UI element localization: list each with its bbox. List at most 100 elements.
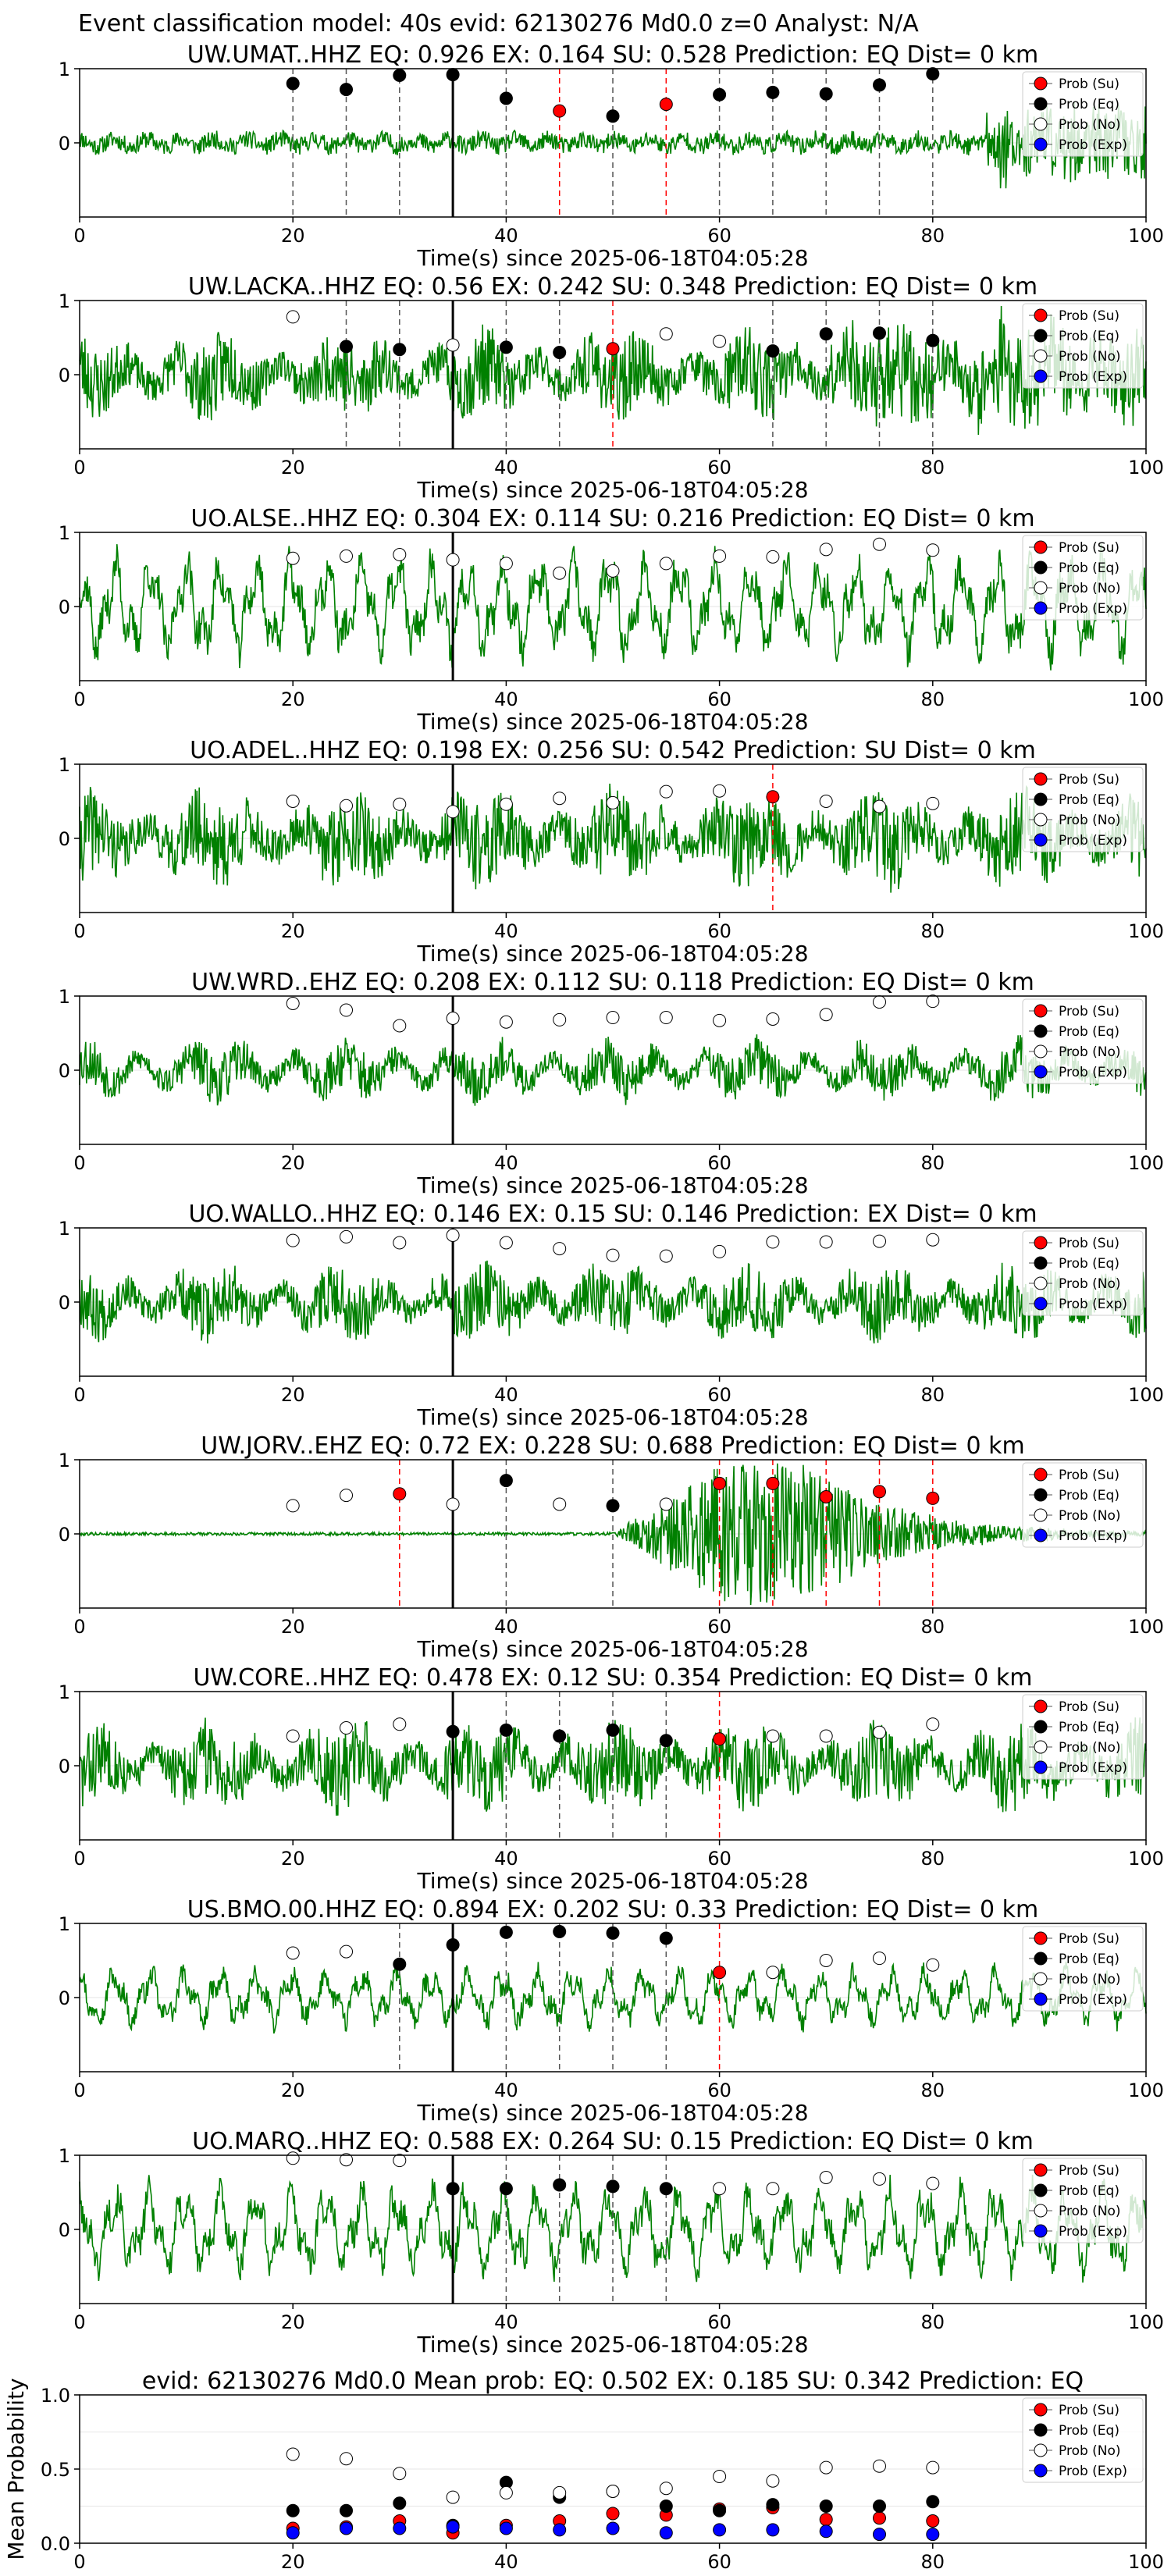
y-tick-label: 1.0 xyxy=(41,2385,70,2407)
prob-marker-eq xyxy=(606,1499,620,1513)
prob-marker-eq xyxy=(873,78,886,92)
prob-marker-no xyxy=(766,550,780,564)
panel-title: UO.ADEL..HHZ EQ: 0.198 EX: 0.256 SU: 0.5… xyxy=(190,737,1036,764)
prob-marker-no xyxy=(340,799,353,813)
legend-label: Prob (Exp) xyxy=(1059,1297,1127,1312)
prob-marker-no xyxy=(926,2176,940,2190)
x-tick-label: 60 xyxy=(707,1616,731,1638)
x-tick-label: 40 xyxy=(494,225,518,247)
x-tick-label: 80 xyxy=(921,688,945,710)
legend-marker xyxy=(1034,813,1048,827)
legend-box xyxy=(1022,303,1144,389)
y-tick-label: 0 xyxy=(59,1524,70,1546)
legend-label: Prob (Su) xyxy=(1059,76,1119,92)
legend-marker xyxy=(1034,581,1048,595)
x-tick-label: 20 xyxy=(281,2080,305,2101)
prob-marker-no xyxy=(393,797,407,811)
mean-prob-marker-exp xyxy=(873,2528,886,2542)
mean-prob-marker-su xyxy=(819,2513,833,2527)
mean-prob-marker-no xyxy=(553,2485,567,2500)
prob-marker-eq xyxy=(446,68,460,82)
prob-marker-su xyxy=(873,1485,886,1499)
legend-marker xyxy=(1034,1952,1048,1966)
y-tick-label: 1 xyxy=(59,1218,70,1240)
x-axis-label: Time(s) since 2025-06-18T04:05:28 xyxy=(416,1404,808,1430)
legend-marker xyxy=(1034,2403,1048,2417)
legend-marker xyxy=(1034,1972,1048,1986)
legend-marker xyxy=(1034,601,1048,615)
x-tick-label: 100 xyxy=(1128,1152,1164,1174)
prob-marker-no xyxy=(659,557,673,571)
legend-marker xyxy=(1034,329,1048,343)
mean-prob-marker-eq xyxy=(926,2495,940,2509)
prob-marker-eq xyxy=(340,340,353,354)
mean-prob-marker-no xyxy=(873,2459,886,2473)
legend-label: Prob (Su) xyxy=(1059,1236,1119,1251)
legend-marker xyxy=(1034,2204,1048,2218)
x-tick-label: 80 xyxy=(921,1848,945,1870)
prob-marker-eq xyxy=(873,326,886,340)
mean-prob-marker-exp xyxy=(819,2524,833,2539)
mean-prob-marker-no xyxy=(606,2485,620,2498)
legend-marker xyxy=(1034,1699,1048,1713)
x-tick-label: 80 xyxy=(921,2080,945,2101)
station-panel-3: UO.ADEL..HHZ EQ: 0.198 EX: 0.256 SU: 0.5… xyxy=(59,737,1164,966)
x-tick-label: 60 xyxy=(707,225,731,247)
mean-prob-marker-eq xyxy=(819,2500,833,2513)
x-tick-label: 100 xyxy=(1128,1848,1164,1870)
legend-label: Prob (Su) xyxy=(1059,772,1119,788)
prob-marker-eq xyxy=(606,1723,620,1737)
x-tick-label: 40 xyxy=(494,2080,518,2101)
y-tick-label: 0.0 xyxy=(41,2533,70,2555)
legend-box xyxy=(1022,535,1144,621)
legend-label: Prob (Exp) xyxy=(1059,2224,1127,2240)
prob-marker-eq xyxy=(340,83,353,97)
mean-prob-marker-eq xyxy=(766,2498,780,2512)
x-axis-label: Time(s) since 2025-06-18T04:05:28 xyxy=(416,709,808,735)
mean-prob-marker-exp xyxy=(766,2523,780,2537)
prob-marker-no xyxy=(553,566,567,580)
legend-label: Prob (Su) xyxy=(1059,2403,1119,2418)
x-tick-label: 20 xyxy=(281,920,305,942)
prob-marker-eq xyxy=(499,1925,513,1939)
prob-marker-no xyxy=(926,1958,940,1972)
prob-marker-eq xyxy=(713,87,727,101)
prob-marker-eq xyxy=(446,1938,460,1952)
prob-marker-eq xyxy=(286,76,300,91)
prob-marker-eq xyxy=(499,2182,513,2196)
prob-marker-eq xyxy=(553,1924,567,1938)
legend-label: Prob (Eq) xyxy=(1059,2423,1119,2439)
x-tick-label: 60 xyxy=(707,457,731,479)
prob-marker-su xyxy=(606,342,620,356)
legend-label: Prob (Eq) xyxy=(1059,1720,1119,1735)
station-panel-7: UW.CORE..HHZ EQ: 0.478 EX: 0.12 SU: 0.35… xyxy=(59,1664,1164,1894)
y-tick-label: 0.5 xyxy=(41,2459,70,2481)
mean-probability-panel: evid: 62130276 Md0.0 Mean prob: EQ: 0.50… xyxy=(3,2368,1164,2573)
station-panel-9: UO.MARQ..HHZ EQ: 0.588 EX: 0.264 SU: 0.1… xyxy=(59,2128,1164,2357)
prob-marker-no xyxy=(606,564,620,578)
x-tick-label: 0 xyxy=(73,457,85,479)
x-tick-label: 100 xyxy=(1128,457,1164,479)
prob-marker-no xyxy=(659,785,673,799)
prob-marker-no xyxy=(340,2153,353,2167)
x-tick-label: 60 xyxy=(707,920,731,942)
prob-marker-su xyxy=(819,1490,833,1503)
legend-marker xyxy=(1034,772,1048,786)
legend-label: Prob (No) xyxy=(1059,1508,1121,1524)
waveform-trace xyxy=(79,1463,1147,1606)
mean-prob-marker-no xyxy=(659,2482,673,2496)
prob-marker-eq xyxy=(606,2179,620,2194)
legend-label: Prob (Su) xyxy=(1059,540,1119,556)
legend-marker xyxy=(1034,97,1048,111)
x-tick-label: 80 xyxy=(921,225,945,247)
prob-marker-no xyxy=(446,1497,460,1511)
legend-label: Prob (Eq) xyxy=(1059,1952,1119,1967)
legend-marker xyxy=(1034,1468,1048,1482)
legend-marker xyxy=(1034,792,1048,806)
x-tick-label: 20 xyxy=(281,1384,305,1406)
legend-label: Prob (Exp) xyxy=(1059,137,1127,153)
mean-prob-marker-no xyxy=(926,2460,940,2475)
x-tick-label: 60 xyxy=(707,688,731,710)
station-panel-4: UW.WRD..EHZ EQ: 0.208 EX: 0.112 SU: 0.11… xyxy=(59,969,1164,1198)
prob-marker-no xyxy=(713,784,727,798)
